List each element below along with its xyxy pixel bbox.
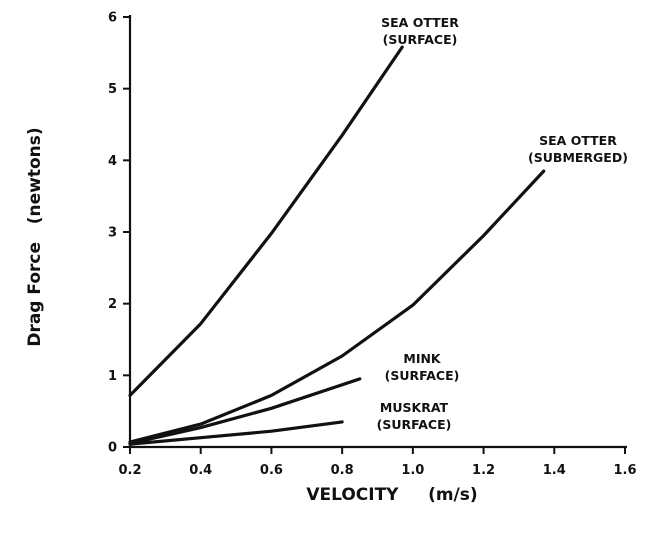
y-tick-label: 5 xyxy=(108,82,117,97)
series-label-mink-surface: (SURFACE) xyxy=(385,368,460,383)
series-label-sea-otter-submerged: (SUBMERGED) xyxy=(528,150,628,165)
x-tick-label: 1.2 xyxy=(472,463,495,478)
x-tick-label: 1.0 xyxy=(401,463,424,478)
y-tick-label: 2 xyxy=(108,297,117,312)
series-label-muskrat-surface: MUSKRAT xyxy=(380,400,449,415)
series-line-muskrat-surface xyxy=(128,420,344,446)
x-tick-label: 0.2 xyxy=(118,463,141,478)
x-tick-label: 0.8 xyxy=(331,463,354,478)
y-tick-label: 0 xyxy=(108,441,117,456)
x-tick-label: 0.4 xyxy=(189,463,212,478)
ticks: 0 1 2 3 4 5 6 0.2 0.4 0.6 0.8 1.0 1.2 1.4 1.6 xyxy=(108,11,637,479)
x-tick-label: 0.6 xyxy=(260,463,283,478)
y-tick-label: 4 xyxy=(108,154,117,169)
series-label-sea-otter-submerged: SEA OTTER xyxy=(539,133,617,148)
series-line-sea-otter-submerged xyxy=(128,169,546,444)
series-label-muskrat-surface: (SURFACE) xyxy=(377,417,452,432)
x-tick-label: 1.4 xyxy=(543,463,566,478)
y-tick-label: 3 xyxy=(108,226,117,241)
series-group xyxy=(128,45,546,446)
series-label-mink-surface: MINK xyxy=(403,351,442,366)
x-tick-label: 1.6 xyxy=(613,463,636,478)
y-axis-title: Drag Force (newtons) xyxy=(25,127,45,346)
series-line-sea-otter-surface xyxy=(128,45,404,397)
y-tick-label: 6 xyxy=(108,11,117,26)
series-label-sea-otter-surface: SEA OTTER xyxy=(381,15,459,30)
y-tick-label: 1 xyxy=(108,369,117,384)
series-line-mink-surface xyxy=(128,377,362,445)
series-labels: SEA OTTER (SURFACE) SEA OTTER (SUBMERGED) MI… xyxy=(377,15,628,432)
series-label-sea-otter-surface: (SURFACE) xyxy=(383,32,458,47)
x-axis-title: VELOCITY (m/s) xyxy=(306,485,477,505)
